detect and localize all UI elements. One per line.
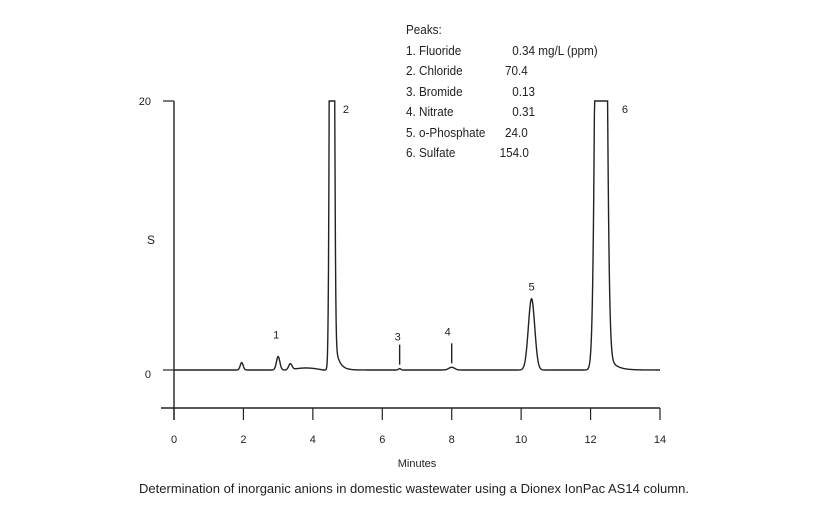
peak-concentration: 154.0	[499, 145, 529, 160]
x-tick-label: 12	[584, 434, 596, 446]
chromatogram-line	[174, 100, 660, 371]
x-tick-label: 10	[515, 434, 527, 446]
chromatogram-trace	[174, 100, 660, 371]
peak-label: 4	[445, 326, 451, 338]
peak-label: 2	[343, 104, 349, 116]
peak-name: 2. Chloride	[406, 63, 463, 78]
peak-concentration: 0.13	[512, 83, 535, 99]
figure-caption: Determination of inorganic anions in dom…	[139, 481, 689, 496]
peak-label: 1	[273, 330, 279, 342]
y-axis-label: S	[147, 233, 155, 247]
peak-name: 6. Sulfate	[406, 145, 456, 160]
peak-labels: 1 2 3 4 5 6	[273, 104, 628, 365]
y-tick-label: 0	[145, 369, 151, 381]
x-tick-label: 14	[654, 434, 666, 446]
peak-name: 4. Nitrate	[406, 104, 454, 119]
peaks-title: Peaks:	[406, 22, 442, 37]
peak-name: 1. Fluoride	[406, 42, 462, 58]
peak-label: 3	[395, 332, 401, 344]
peak-label: 6	[622, 104, 628, 116]
y-tick-label: 20	[139, 96, 151, 108]
x-tick-label: 0	[171, 434, 177, 446]
peak-name: 5. o-Phosphate	[406, 124, 486, 140]
peak-concentration: 0.34 mg/L (ppm)	[512, 42, 598, 58]
x-axis-label: Minutes	[398, 458, 437, 470]
x-tick-label: 2	[240, 434, 246, 446]
x-tick-label: 6	[379, 434, 385, 446]
x-tick-label: 8	[449, 434, 455, 446]
peak-name: 3. Bromide	[406, 83, 463, 99]
peak-concentration: 70.4	[505, 63, 528, 78]
x-tick-label: 4	[310, 434, 316, 446]
peak-concentration: 0.31	[512, 104, 535, 119]
peak-concentration: 24.0	[505, 124, 528, 140]
peak-label: 5	[528, 282, 534, 294]
